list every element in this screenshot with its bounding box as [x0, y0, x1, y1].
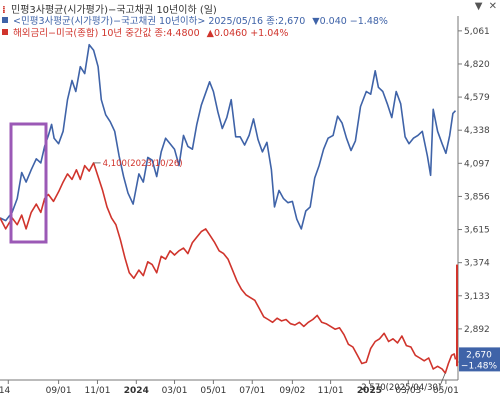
max-annotation: 4,100(2023/10/26)	[103, 159, 183, 169]
x-tick-label: 2025	[357, 386, 382, 396]
chart-window-title: ⁞ 민평3사평균(시가평가)−국고채권 10년이하 (일)	[2, 1, 472, 15]
close-icon[interactable]: ✕	[488, 1, 497, 12]
min-annotation: 2,570(2025/04/30)	[361, 383, 441, 393]
x-tick-label: 03/01	[162, 386, 188, 396]
legend-swatch-red	[2, 29, 8, 35]
x-tick-label: 05/01	[200, 386, 226, 396]
x-tick-label: 11/01	[84, 386, 110, 396]
legend-change: ▲0.0460 +1.04%	[206, 28, 289, 39]
legend-label: <민평3사평균(시가평가)−국고채권 10년이하> 2025/05/16 종:2…	[13, 16, 306, 27]
x-tick-label: 11/01	[318, 386, 344, 396]
last-value-tag	[459, 347, 500, 372]
y-tick-label: 3,856	[464, 192, 490, 202]
y-tick-label: 4,579	[464, 93, 490, 103]
series-line-1	[0, 43, 457, 230]
series-line-2	[0, 162, 457, 374]
y-tick-label: 4,338	[464, 126, 490, 136]
x-tick-label: 2023/06/14	[0, 386, 11, 396]
x-tick-label: 2024	[124, 386, 149, 396]
min-leader-line	[439, 372, 446, 386]
dropdown-icon[interactable]: ▼	[474, 1, 483, 12]
y-tick-label: 4,820	[464, 60, 490, 70]
last-value-label: 2,670	[466, 350, 492, 360]
x-tick-label: 07/01	[239, 386, 265, 396]
y-tick-label: 3,133	[464, 292, 490, 302]
x-tick-label: 09/02	[279, 386, 305, 396]
pin-icon[interactable]: ⁞	[2, 5, 6, 15]
x-tick-label: 09/01	[46, 386, 72, 396]
x-tick-label: 03/03	[395, 386, 421, 396]
y-tick-label: 3,615	[464, 226, 490, 236]
legend-item-us10y: 해외금리−미국(종합) 10년 중간값 종:4.4800 ▲0.0460 +1.…	[2, 25, 288, 39]
legend-change: ▼0.040 −1.48%	[312, 16, 388, 27]
y-tick-label: 2,892	[464, 325, 490, 335]
legend-item-spread: <민평3사평균(시가평가)−국고채권 10년이하> 2025/05/16 종:2…	[2, 13, 388, 27]
last-change-label: −1.48%	[461, 361, 498, 371]
chart-title: 민평3사평균(시가평가)−국고채권 10년이하 (일)	[11, 5, 217, 15]
y-tick-label: 3,374	[464, 259, 490, 269]
window-controls: ▼ ✕	[472, 1, 497, 12]
y-tick-label: 4,097	[464, 159, 490, 169]
y-tick-label: 5,061	[464, 27, 490, 37]
x-tick-label: 05/01	[433, 386, 459, 396]
highlight-box	[9, 122, 48, 244]
legend-label: 해외금리−미국(종합) 10년 중간값 종:4.4800	[13, 28, 200, 39]
legend-swatch-blue	[2, 17, 8, 23]
